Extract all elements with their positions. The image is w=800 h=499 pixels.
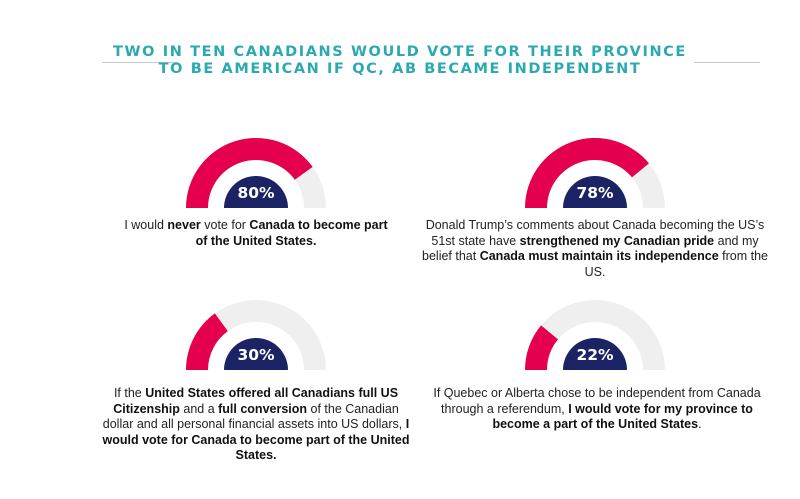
gauge-center — [224, 338, 288, 370]
chart-title: TWO IN TEN CANADIANS WOULD VOTE FOR THEI… — [0, 44, 800, 78]
title-rule-right — [694, 62, 760, 63]
gauge-value-label: 22% — [576, 346, 614, 364]
caption-bold-text: I would vote for Canada to become part o… — [102, 417, 410, 462]
caption-text: I would — [124, 218, 168, 232]
gauge-fill — [525, 138, 649, 208]
gauge-value-label: 80% — [237, 184, 275, 202]
gauge-caption: Donald Trump’s comments about Canada bec… — [420, 218, 770, 280]
gauge-caption: I would never vote for Canada to become … — [120, 218, 392, 249]
gauge-caption: If Quebec or Alberta chose to be indepen… — [432, 386, 762, 433]
gauge-value-label: 30% — [237, 346, 275, 364]
caption-bold-text: I would vote for my province to become a… — [492, 401, 753, 432]
caption-bold-text: Canada to become part of the United Stat… — [195, 218, 388, 248]
caption-bold-text: never — [167, 218, 201, 232]
gauge-center — [563, 176, 627, 208]
caption-text: vote for — [200, 218, 250, 232]
gauge-center — [224, 176, 288, 208]
caption-bold-text: United States offered all Canadians full… — [113, 386, 399, 416]
caption-text: Donald Trump’s comments about Canada bec… — [425, 218, 765, 248]
title-rule-left — [102, 62, 178, 63]
gauge-caption: If the United States offered all Canadia… — [100, 386, 412, 464]
gauge-value-label: 78% — [576, 184, 614, 202]
title-line-1: TWO IN TEN CANADIANS WOULD VOTE FOR THEI… — [113, 44, 687, 60]
caption-text: . — [698, 417, 702, 431]
gauge-track — [525, 300, 665, 370]
gauge-fill — [186, 313, 228, 370]
title-line-2: TO BE AMERICAN IF QC, AB BECAME INDEPEND… — [158, 61, 642, 77]
gauge-fill — [186, 138, 313, 208]
gauge-center — [563, 338, 627, 370]
caption-text: of the Canadian dollar and all personal … — [102, 401, 406, 432]
caption-bold-text: full conversion — [218, 401, 308, 416]
caption-text: If Quebec or Alberta chose to be indepen… — [433, 386, 761, 416]
gauge-fill — [525, 325, 559, 370]
caption-text: and a — [179, 401, 219, 416]
caption-text: from the US. — [584, 249, 768, 279]
caption-bold-text: Canada must maintain its independence — [479, 249, 719, 263]
caption-bold-text: strengthened my Canadian pride — [519, 233, 715, 248]
gauge-track — [186, 300, 326, 370]
caption-text: If the — [113, 386, 146, 400]
caption-text: and my belief that — [422, 233, 759, 264]
